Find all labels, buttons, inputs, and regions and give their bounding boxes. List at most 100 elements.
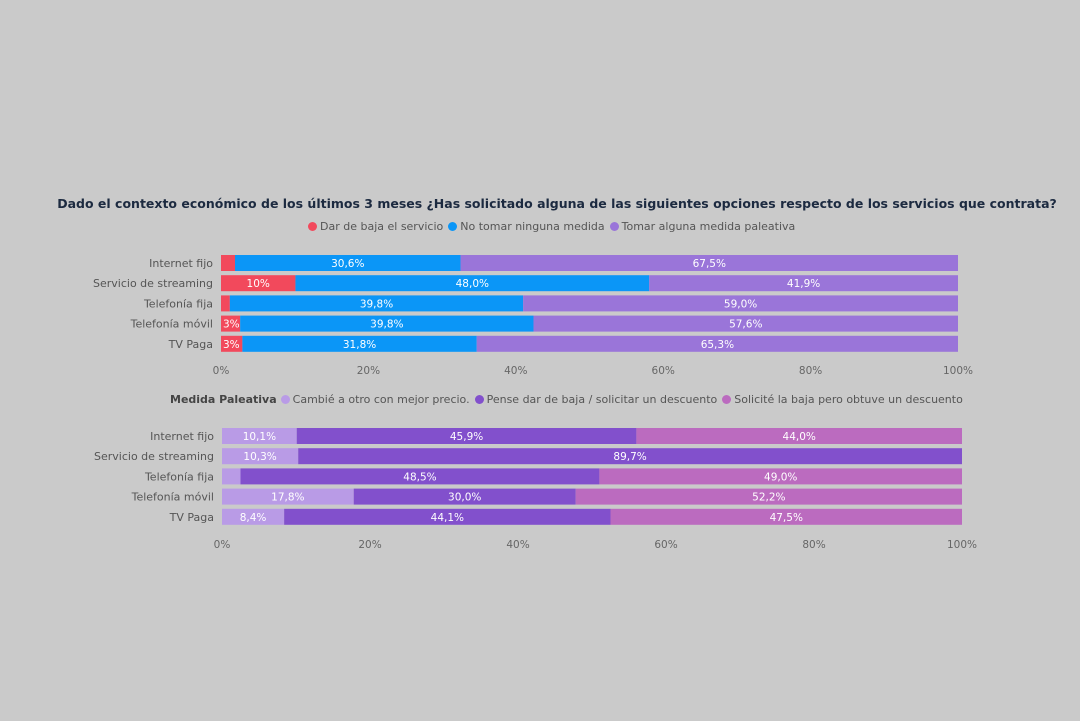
legend-swatch-icon — [474, 395, 484, 404]
data-label: 89,7% — [613, 451, 646, 463]
bar-segment-1-2-1[interactable] — [240, 468, 600, 485]
category-label: Telefonía móvil — [130, 318, 213, 331]
legend-label: Cambié a otro con mejor precio. — [292, 393, 470, 406]
bar-segment-0-4-0[interactable] — [221, 335, 243, 352]
legend-item-1-1[interactable]: Pense dar de baja / solicitar un descuen… — [474, 393, 718, 406]
data-label: 41,9% — [787, 278, 820, 290]
category-label: Telefonía móvil — [131, 491, 214, 504]
data-label: 10,3% — [243, 451, 276, 463]
bar-segment-0-2-1[interactable] — [229, 295, 524, 312]
data-label: 8,4% — [240, 512, 267, 524]
bar-segment-1-0-0[interactable] — [222, 428, 297, 444]
legend-item-0-2[interactable]: Tomar alguna medida paleativa — [609, 220, 796, 233]
x-tick-label: 0% — [213, 365, 230, 377]
legend-top-chart: Dar de baja el servicio No tomar ninguna … — [308, 220, 800, 233]
bar-segment-0-2-0[interactable] — [221, 295, 230, 312]
category-label: Telefonía fija — [144, 470, 214, 483]
data-label: 52,2% — [752, 492, 785, 504]
x-tick-label: 80% — [802, 539, 825, 551]
data-label: 39,8% — [360, 298, 393, 310]
x-tick-label: 20% — [358, 539, 381, 551]
data-label: 3% — [223, 319, 240, 331]
bar-segment-0-3-0[interactable] — [221, 315, 241, 332]
bar-segment-0-0-0[interactable] — [221, 255, 236, 271]
data-label: 57,6% — [729, 319, 762, 331]
data-label: 44,1% — [431, 512, 464, 524]
bar-segment-1-2-0[interactable] — [222, 468, 241, 485]
bar-segment-0-4-1[interactable] — [242, 335, 477, 352]
category-label: Internet fijo — [150, 430, 214, 443]
legend-swatch-icon — [448, 222, 458, 231]
bar-segment-0-1-1[interactable] — [295, 275, 650, 292]
legend-label: No tomar ninguna medida — [460, 220, 605, 233]
category-label: Internet fijo — [149, 257, 213, 270]
bar-segment-0-4-2[interactable] — [476, 335, 958, 352]
x-tick-label: 60% — [652, 365, 675, 377]
legend-label: Tomar alguna medida paleativa — [621, 220, 796, 233]
bar-segment-1-3-0[interactable] — [222, 488, 354, 505]
bar-segment-1-3-2[interactable] — [575, 488, 962, 505]
legend-label: Dar de baja el servicio — [320, 220, 444, 233]
data-label: 17,8% — [271, 492, 304, 504]
bar-segment-1-1-0[interactable] — [222, 448, 299, 465]
bar-segment-1-2-2[interactable] — [599, 468, 962, 485]
x-tick-label: 40% — [506, 539, 529, 551]
legend-item-1-2[interactable]: Solicité la baja pero obtuve un descuent… — [722, 393, 963, 406]
data-label: 31,8% — [343, 339, 376, 351]
legend-item-1-0[interactable]: Cambié a otro con mejor precio. — [280, 393, 470, 406]
category-label: TV Paga — [168, 338, 213, 351]
data-label: 30,6% — [331, 258, 364, 270]
bar-segment-1-4-0[interactable] — [222, 508, 285, 525]
bar-segment-1-1-1[interactable] — [298, 448, 963, 465]
legend-bottom-chart: Medida Paleativa Cambié a otro con mejor… — [170, 393, 968, 406]
bar-segment-0-1-0[interactable] — [221, 275, 296, 292]
data-label: 65,3% — [701, 339, 734, 351]
bar-segment-0-3-2[interactable] — [533, 315, 958, 332]
category-label: Servicio de streaming — [93, 277, 213, 290]
bar-segment-1-4-2[interactable] — [610, 508, 963, 525]
legend-label: Solicité la baja pero obtuve un descuent… — [734, 393, 963, 406]
data-label: 30,0% — [448, 492, 481, 504]
category-label: Telefonía fija — [143, 297, 213, 310]
x-tick-label: 100% — [947, 539, 977, 551]
legend-swatch-icon — [609, 222, 619, 231]
bar-segment-0-1-2[interactable] — [649, 275, 958, 292]
legend-swatch-icon — [308, 222, 317, 231]
data-label: 10,1% — [243, 431, 276, 443]
data-label: 44,0% — [783, 431, 816, 443]
bar-segment-1-4-1[interactable] — [284, 508, 611, 525]
data-label: 59,0% — [724, 298, 757, 310]
data-label: 39,8% — [370, 319, 403, 331]
bar-segment-0-0-2[interactable] — [460, 255, 958, 271]
data-label: 45,9% — [450, 431, 483, 443]
x-tick-label: 0% — [214, 539, 231, 551]
legend-label: Pense dar de baja / solicitar un descuen… — [486, 393, 718, 406]
legend-item-0-1[interactable]: No tomar ninguna medida — [448, 220, 605, 233]
bar-segment-1-3-1[interactable] — [353, 488, 576, 505]
x-tick-label: 20% — [357, 365, 380, 377]
bar-segment-0-2-2[interactable] — [523, 295, 958, 312]
category-label: Servicio de streaming — [94, 450, 214, 463]
x-tick-label: 80% — [799, 365, 822, 377]
data-label: 48,0% — [456, 278, 489, 290]
legend-item-0-0[interactable]: Dar de baja el servicio — [308, 220, 443, 233]
x-tick-label: 100% — [943, 365, 973, 377]
legend-swatch-icon — [280, 395, 290, 404]
bar-segment-0-0-1[interactable] — [235, 255, 461, 271]
bar-segment-1-0-2[interactable] — [636, 428, 962, 444]
legend-swatch-icon — [722, 395, 732, 404]
x-tick-label: 60% — [654, 539, 677, 551]
category-label: TV Paga — [169, 511, 214, 524]
data-label: 49,0% — [764, 471, 797, 483]
x-tick-label: 40% — [504, 365, 527, 377]
bar-segment-1-0-1[interactable] — [296, 428, 637, 444]
data-label: 10% — [247, 278, 270, 290]
data-label: 67,5% — [693, 258, 726, 270]
data-label: 48,5% — [403, 471, 436, 483]
bar-segment-0-3-1[interactable] — [240, 315, 534, 332]
data-label: 3% — [223, 339, 240, 351]
legend-heading: Medida Paleativa — [170, 393, 277, 406]
data-label: 47,5% — [770, 512, 803, 524]
